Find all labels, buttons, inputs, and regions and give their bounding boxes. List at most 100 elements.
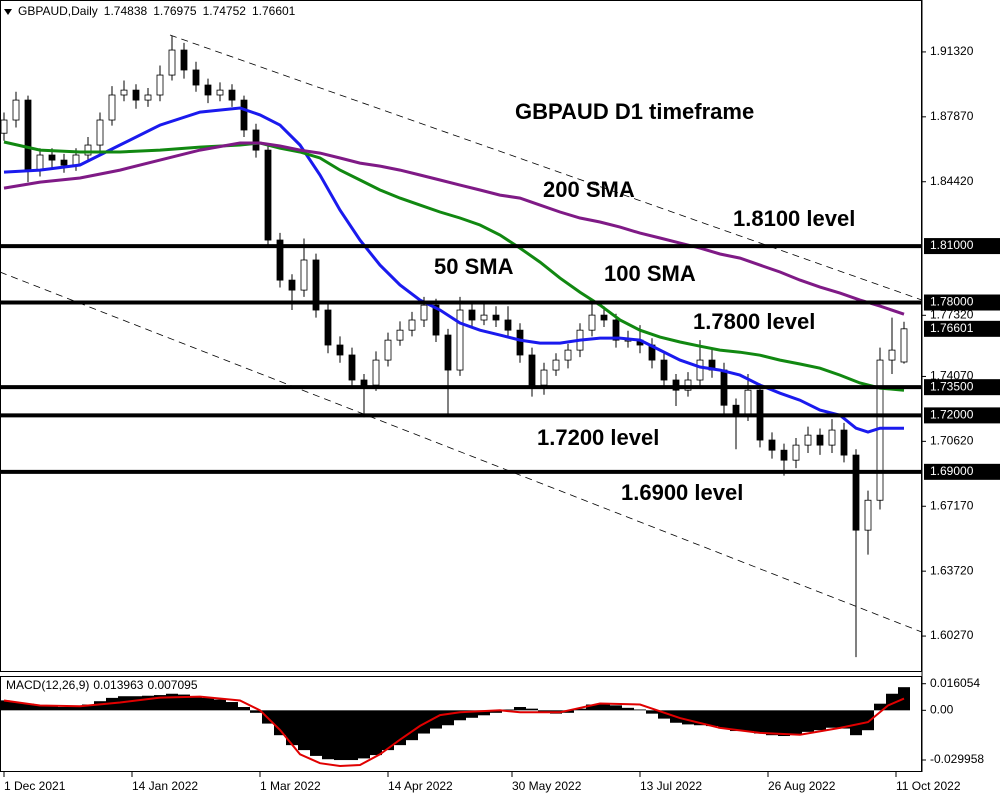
signal-line [3, 695, 905, 768]
x-tick-label: 1 Dec 2021 [4, 779, 66, 793]
macd-bar [886, 693, 898, 711]
macd-bar [502, 709, 514, 711]
current-price: 1.76601 [930, 321, 974, 335]
candle-body [228, 89, 236, 101]
macd-bar [298, 710, 310, 751]
macd-bar [358, 710, 370, 759]
y-tick-label: 1.84420 [930, 174, 974, 188]
y-tick-label: -0.029958 [930, 752, 984, 766]
macd-bar [82, 704, 94, 711]
candle-body [564, 349, 572, 361]
macd-bar [214, 699, 226, 711]
macd-bar [334, 710, 346, 761]
candle-body [804, 434, 812, 446]
candle-body [12, 99, 20, 121]
chart-header: GBPAUD,Daily 1.74838 1.76975 1.74752 1.76601 [18, 4, 296, 18]
macd-bar [34, 705, 46, 711]
candle-body [372, 359, 380, 386]
sma-label: 50 SMA [434, 254, 514, 279]
candle-body [504, 319, 512, 331]
candle-body [420, 304, 428, 321]
candle-body [528, 354, 536, 386]
candle-body [96, 119, 104, 146]
level-label: 1.72000 [930, 408, 974, 422]
macd-bar [94, 701, 106, 711]
candle-body [240, 99, 248, 131]
macd-bar [70, 706, 82, 711]
candle-body [864, 499, 872, 531]
macd-bar [58, 707, 70, 711]
macd-bar [622, 707, 634, 711]
candle-body [660, 359, 668, 381]
x-tick-label: 14 Apr 2022 [388, 779, 453, 793]
y-tick-label: 1.74070 [930, 369, 974, 383]
candle-body [600, 314, 608, 321]
x-tick-label: 11 Oct 2022 [896, 779, 961, 793]
macd-bar [790, 710, 802, 735]
candle-body [696, 359, 704, 381]
macd-bar [742, 710, 754, 732]
macd-bar [826, 710, 838, 728]
macd-bar [382, 710, 394, 751]
macd-bar [586, 704, 598, 711]
candle-body [792, 444, 800, 461]
candle-body [384, 339, 392, 361]
candle-body [816, 434, 824, 446]
macd-bar [730, 710, 742, 732]
macd-bar [370, 710, 382, 756]
macd-bar [466, 710, 478, 718]
macd-bar [322, 710, 334, 760]
macd-bar [22, 703, 34, 711]
macd-bar [814, 710, 826, 731]
candle-body [276, 239, 284, 281]
level-box [924, 407, 1000, 424]
candle-body [156, 74, 164, 96]
level-label: 1.73500 [930, 379, 974, 393]
candle-body [144, 94, 152, 101]
macd-bar [130, 696, 142, 711]
macd-bar [598, 703, 610, 711]
macd-bar [862, 710, 874, 731]
macd-bar [634, 709, 646, 711]
macd-bar [718, 710, 730, 729]
candle-body [744, 389, 752, 416]
macd-bar [418, 710, 430, 734]
macd-bar [46, 706, 58, 711]
macd-bar [202, 697, 214, 711]
macd-bar [274, 710, 286, 736]
y-tick-label: 0.00 [930, 702, 954, 716]
annotation: GBPAUD D1 timeframe [515, 99, 754, 124]
candle-body [444, 334, 452, 371]
candle-body [456, 309, 464, 371]
level-note: 1.7800 level [693, 309, 815, 334]
candle-body [180, 49, 188, 71]
candle-body [168, 49, 176, 76]
macd-bar [346, 710, 358, 761]
macd-bar [778, 710, 790, 737]
macd-bar [118, 696, 130, 711]
macd-bar [850, 710, 862, 736]
y-tick-label: 1.87870 [930, 109, 974, 123]
y-tick-label: 1.60270 [930, 628, 974, 642]
price-box [924, 320, 1000, 337]
candle-body [264, 149, 272, 241]
y-tick-label: 1.70620 [930, 434, 974, 448]
macd-bar [754, 710, 766, 734]
candle-body [300, 259, 308, 291]
macd-bar [682, 710, 694, 725]
level-label: 1.69000 [930, 464, 974, 478]
macd-bar [310, 710, 322, 756]
trendline [169, 34, 923, 301]
header-value: 0.007095 [147, 678, 197, 692]
candle-body [48, 154, 56, 161]
sma-line [3, 106, 904, 434]
candle-body [828, 429, 836, 446]
x-tick-label: 14 Jan 2022 [132, 779, 198, 793]
macd-bar [0, 700, 10, 711]
macd-bar [238, 707, 250, 711]
macd-bar [10, 702, 22, 711]
x-tick-label: 30 May 2022 [512, 779, 582, 793]
candle-body [900, 328, 908, 363]
level-note: 1.8100 level [733, 206, 855, 231]
candle-body [492, 314, 500, 321]
